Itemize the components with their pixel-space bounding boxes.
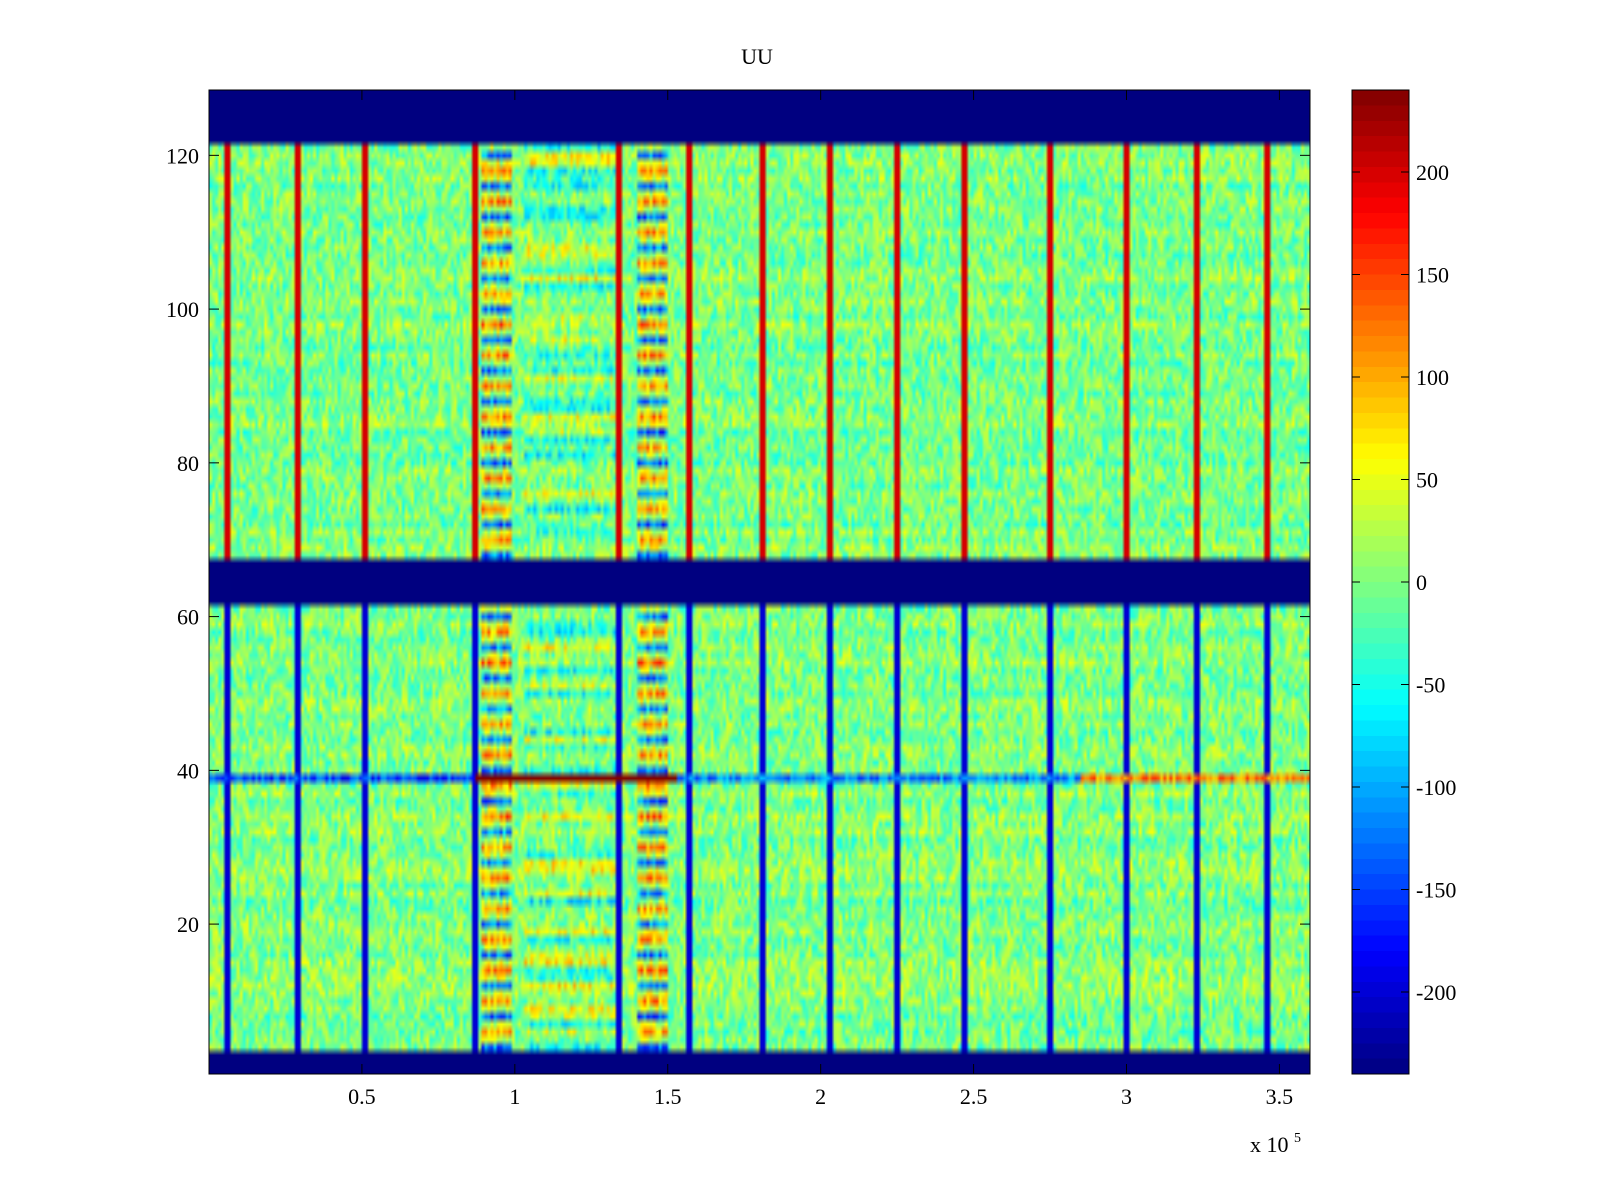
y-tick-label: 60 xyxy=(177,605,199,630)
colorbar-tick-label: 200 xyxy=(1416,160,1449,185)
colorbar-tick-label: 50 xyxy=(1416,468,1438,493)
heatmap-image xyxy=(209,90,1310,1074)
colorbar-tick-label: -50 xyxy=(1416,673,1445,698)
x-tick-label: 1.5 xyxy=(654,1084,682,1109)
colorbar-axis: 200 150 100 50 0 -50 -100 -150 -200 xyxy=(1352,160,1456,1005)
chart-title: UU xyxy=(741,44,773,69)
x-tick-label: 0.5 xyxy=(348,1084,376,1109)
x-multiplier-exponent: 5 xyxy=(1294,1131,1301,1146)
y-tick-label: 80 xyxy=(177,451,199,476)
colorbar-tick-label: 0 xyxy=(1416,570,1427,595)
x-tick-label: 2 xyxy=(815,1084,826,1109)
x-tick-label: 3.5 xyxy=(1266,1084,1294,1109)
heatmap-plot-area xyxy=(208,89,1311,1075)
colorbar-tick-label: -150 xyxy=(1416,878,1456,903)
y-tick-label: 40 xyxy=(177,758,199,783)
x-axis: 0.5 1 1.5 2 2.5 3 3.5 xyxy=(348,90,1293,1109)
colorbar-tick-label: 150 xyxy=(1416,263,1449,288)
colorbar-tick-label: -200 xyxy=(1416,980,1456,1005)
y-tick-label: 120 xyxy=(166,143,199,168)
y-axis: 20 40 60 80 100 120 xyxy=(166,143,1310,937)
colorbar-gradient xyxy=(1352,90,1409,1074)
colorbar-tick-label: -100 xyxy=(1416,775,1456,800)
colorbar: 200 150 100 50 0 -50 -100 -150 -200 xyxy=(1351,89,1456,1075)
x-tick-label: 1 xyxy=(509,1084,520,1109)
x-tick-label: 2.5 xyxy=(960,1084,988,1109)
y-tick-label: 100 xyxy=(166,297,199,322)
y-tick-label: 20 xyxy=(177,912,199,937)
plot-frame xyxy=(208,89,1311,1075)
x-tick-label: 3 xyxy=(1121,1084,1132,1109)
x-multiplier-label: x 10 5 xyxy=(1250,1131,1301,1157)
colorbar-tick-label: 100 xyxy=(1416,365,1449,390)
x-multiplier-base: x 10 xyxy=(1250,1132,1289,1157)
